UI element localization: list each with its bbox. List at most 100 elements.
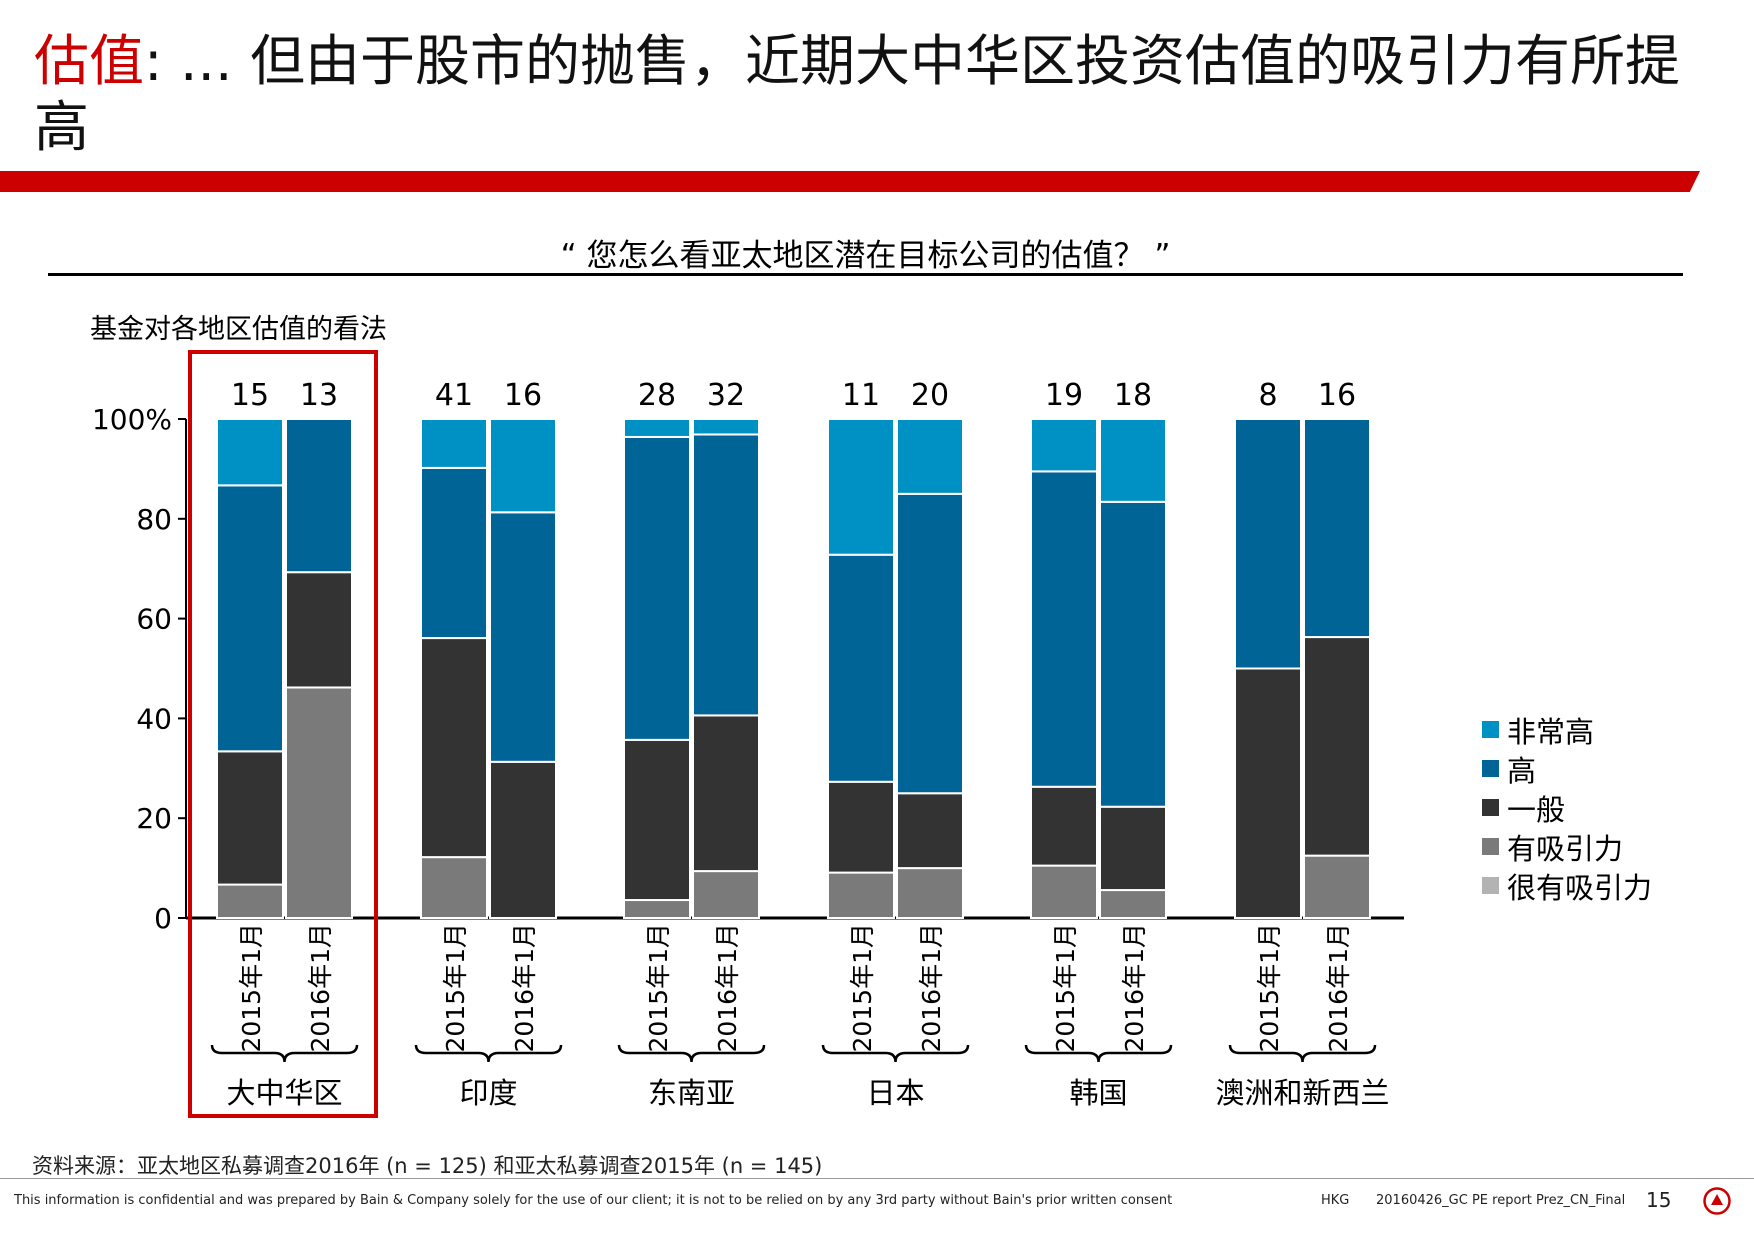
bar-segment	[216, 883, 284, 920]
legend: 非常高高一般 有吸引力很有吸引力	[1482, 710, 1652, 905]
highlight-box	[188, 350, 378, 1118]
bar-n-label: 19	[1045, 378, 1083, 413]
legend-item: 非常高	[1482, 710, 1652, 749]
title-accent-bar	[0, 171, 1700, 192]
legend-swatch	[1482, 877, 1499, 894]
bar-segment	[896, 792, 964, 870]
y-tick-label: 0	[154, 902, 172, 935]
page-number: 15	[1646, 1188, 1672, 1212]
bar-segment	[1030, 864, 1098, 919]
legend-item: 高	[1482, 749, 1652, 788]
bar-period-label: 2016年1月	[917, 923, 946, 1053]
bar-segment	[489, 760, 557, 919]
bar-period-label: 2016年1月	[306, 923, 335, 1053]
bar-period-label: 2015年1月	[441, 923, 470, 1053]
footer-disclaimer: This information is confidential and was…	[14, 1193, 1173, 1208]
bar-segment	[1234, 667, 1302, 919]
group-brace	[821, 1044, 970, 1063]
bar-segment	[1099, 418, 1167, 503]
title-keyword: 估值	[34, 29, 145, 93]
bar-n-label: 15	[231, 378, 269, 413]
group-brace	[414, 1044, 563, 1063]
group-brace	[1228, 1044, 1377, 1063]
title-rest: : ... 但由于股市的抛售，近期大中华区投资估值的吸引力有所提高	[34, 29, 1680, 159]
bar-n-label: 16	[1318, 378, 1356, 413]
bar-segment	[1099, 500, 1167, 808]
bar-segment	[216, 484, 284, 753]
bar-segment	[420, 856, 488, 920]
bar-n-label: 28	[638, 378, 676, 413]
legend-item: 有吸引力	[1482, 827, 1652, 866]
y-tick-label: 60	[136, 603, 172, 636]
bar-segment	[1303, 636, 1371, 857]
bar-segment	[692, 870, 760, 919]
bar-segment	[1303, 418, 1371, 639]
bar-segment	[623, 435, 691, 741]
legend-item: 很有吸引力	[1482, 866, 1652, 905]
group-label: 大中华区	[226, 1076, 342, 1110]
bar-n-label: 8	[1258, 378, 1277, 413]
legend-label: 非常高	[1507, 714, 1595, 749]
bar-segment	[1099, 805, 1167, 892]
legend-label: 高	[1507, 753, 1537, 788]
bar-segment	[1030, 470, 1098, 788]
bar-segment	[623, 418, 691, 438]
bar-segment	[623, 899, 691, 920]
group-label: 韩国	[1069, 1076, 1127, 1110]
question-divider	[48, 273, 1683, 276]
bar-segment	[1030, 418, 1098, 473]
bain-logo-icon	[1703, 1187, 1731, 1215]
bar-period-label: 2016年1月	[1324, 923, 1353, 1053]
bar-period-label: 2015年1月	[237, 923, 266, 1053]
bar-segment	[216, 418, 284, 487]
bar-segment	[420, 466, 488, 640]
group-label: 东南亚	[648, 1076, 735, 1110]
bar-segment	[1234, 418, 1302, 670]
footer-document-name: 20160426_GC PE report Prez_CN_Final	[1376, 1193, 1626, 1208]
bar-segment	[489, 511, 557, 763]
y-tick-label: 20	[136, 802, 172, 835]
slide-title: 估值: ... 但由于股市的抛售，近期大中华区投资估值的吸引力有所提高	[34, 28, 1694, 160]
legend-swatch	[1482, 721, 1499, 738]
bar-segment	[827, 418, 895, 556]
bar-period-label: 2016年1月	[510, 923, 539, 1053]
y-tick-label: 100%	[92, 403, 172, 436]
bar-segment	[896, 418, 964, 495]
legend-swatch	[1482, 799, 1499, 816]
bar-segment	[896, 492, 964, 795]
bar-segment	[216, 750, 284, 886]
footer-office: HKG	[1321, 1193, 1350, 1208]
legend-label: 很有吸引力	[1507, 870, 1653, 905]
bar-period-label: 2016年1月	[1120, 923, 1149, 1053]
group-label: 日本	[866, 1076, 924, 1110]
legend-swatch	[1482, 838, 1499, 855]
bar-segment	[489, 418, 557, 514]
bar-segment	[420, 637, 488, 859]
bar-period-label: 2016年1月	[713, 923, 742, 1053]
y-tick-label: 80	[136, 503, 172, 536]
bar-n-label: 13	[300, 378, 338, 413]
legend-item: 一般	[1482, 788, 1652, 827]
bar-segment	[420, 418, 488, 469]
bar-segment	[827, 553, 895, 783]
group-brace	[1024, 1044, 1173, 1063]
bar-segment	[623, 738, 691, 902]
bar-segment	[285, 571, 353, 689]
bar-segment	[827, 871, 895, 920]
bar-segment	[1030, 785, 1098, 867]
bar-segment	[692, 433, 760, 717]
chart-title: 基金对各地区估值的看法	[90, 314, 387, 345]
group-brace	[617, 1044, 766, 1063]
bar-n-label: 32	[707, 378, 745, 413]
bar-segment	[692, 418, 760, 436]
bar-n-label: 11	[842, 378, 880, 413]
group-label: 印度	[459, 1076, 517, 1110]
bar-n-label: 41	[435, 378, 473, 413]
bar-n-label: 20	[911, 378, 949, 413]
bar-segment	[1099, 889, 1167, 920]
bar-segment	[1303, 854, 1371, 919]
bar-period-label: 2015年1月	[644, 923, 673, 1053]
bar-period-label: 2015年1月	[848, 923, 877, 1053]
bar-n-label: 16	[504, 378, 542, 413]
y-tick-label: 40	[136, 702, 172, 735]
